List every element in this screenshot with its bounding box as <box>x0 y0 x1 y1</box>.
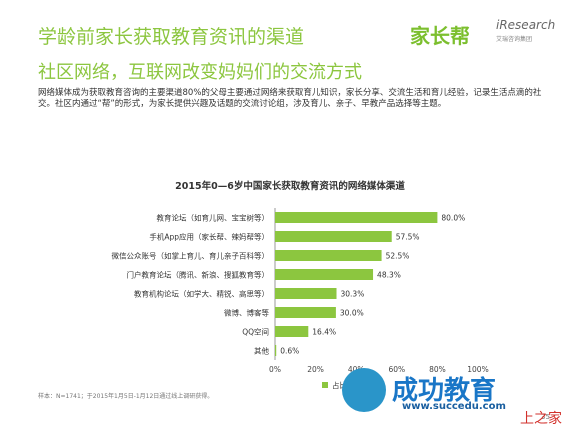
body-paragraph: 网络媒体成为获取教育咨询的主要渠道80%的父母主要通过网络来获取育儿知识，家长分… <box>38 88 542 109</box>
iresearch-name: iResearch <box>496 18 556 32</box>
category-label: 微信公众账号（如掌上育儿、育儿亲子百科等） <box>112 251 270 261</box>
bar <box>275 326 309 337</box>
category-label: 微博、博客等 <box>224 308 269 318</box>
value-label: 57.5% <box>396 233 420 242</box>
page-title: 学龄前家长获取教育资讯的渠道 <box>38 26 305 48</box>
bar <box>275 288 337 299</box>
x-tick-label: 20% <box>307 365 324 374</box>
bar <box>275 212 438 223</box>
value-label: 16.4% <box>312 328 336 337</box>
value-label: 48.3% <box>377 271 401 280</box>
category-label: QQ空间 <box>242 327 269 337</box>
value-label: 30.3% <box>341 290 365 299</box>
bar <box>275 345 277 356</box>
page-subtitle: 社区网络，互联网改变妈妈们的交流方式 <box>38 62 362 83</box>
x-tick-label: 60% <box>388 365 405 374</box>
jiazhangbang-logo: 家长帮 <box>410 24 470 48</box>
corner-brand: 上之家 <box>520 411 562 427</box>
watermark-logo-icon <box>342 368 386 412</box>
x-tick-label: 100% <box>467 365 488 374</box>
legend-swatch <box>322 382 328 388</box>
category-label: 手机App应用（家长帮、辣妈帮等） <box>149 232 269 242</box>
x-tick-label: 0% <box>269 365 281 374</box>
sample-footnote: 样本：N=1741；于2015年1月5日-1月12日通过线上调研获得。 <box>38 393 214 400</box>
page-number: 35 <box>541 413 550 421</box>
watermark-url: www.succedu.com <box>402 401 506 412</box>
value-label: 52.5% <box>386 252 410 261</box>
bar <box>275 269 374 280</box>
value-label: 30.0% <box>340 309 364 318</box>
watermark-text: 成功教育 <box>392 376 497 406</box>
chart-title: 2015年0—6岁中国家长获取教育资讯的网络媒体渠道 <box>175 181 405 192</box>
category-label: 教育论坛（如育儿网、宝宝树等） <box>157 213 270 223</box>
iresearch-sub: 艾瑞咨询集团 <box>496 36 533 43</box>
value-label: 0.6% <box>280 347 299 356</box>
category-label: 其他 <box>254 346 269 356</box>
x-tick-label: 80% <box>429 365 446 374</box>
bar <box>275 231 392 242</box>
bar <box>275 250 382 261</box>
category-label: 教育机构论坛（如学大、精锐、高思等） <box>134 289 269 299</box>
category-label: 门户教育论坛（腾讯、新浪、搜狐教育等） <box>127 270 270 280</box>
iresearch-logo: iResearch 艾瑞咨询集团 <box>496 18 556 43</box>
value-label: 80.0% <box>441 214 465 223</box>
bar <box>275 307 336 318</box>
